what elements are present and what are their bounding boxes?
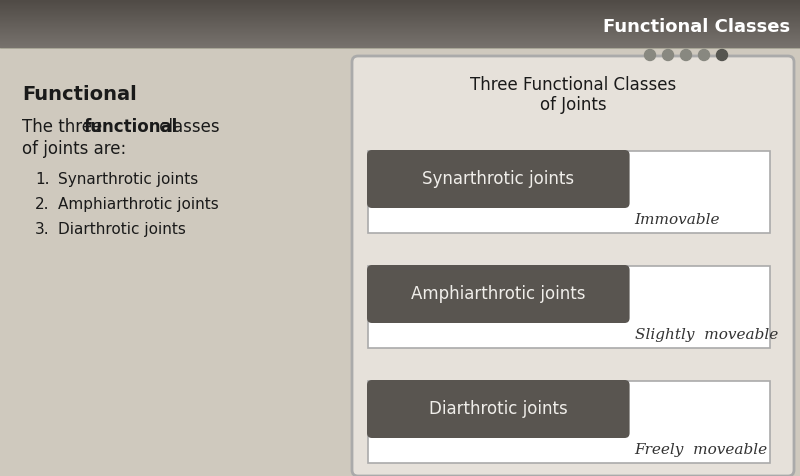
Bar <box>0 20 800 21</box>
Bar <box>0 11 800 12</box>
Circle shape <box>645 50 655 60</box>
Text: 2.: 2. <box>35 197 50 212</box>
Bar <box>0 42 800 43</box>
Text: Slightly  moveable: Slightly moveable <box>634 328 778 342</box>
Text: Three Functional Classes: Three Functional Classes <box>470 76 676 94</box>
Text: The three: The three <box>22 118 107 136</box>
Bar <box>0 46 800 47</box>
Bar <box>0 28 800 29</box>
Bar <box>0 30 800 31</box>
Bar <box>0 0 800 1</box>
Bar <box>0 41 800 42</box>
Bar <box>0 19 800 20</box>
Bar <box>0 35 800 36</box>
Circle shape <box>662 50 674 60</box>
Circle shape <box>717 50 727 60</box>
Bar <box>0 12 800 13</box>
Bar <box>0 17 800 18</box>
Text: Diarthrotic joints: Diarthrotic joints <box>429 400 568 418</box>
Text: Amphiarthrotic joints: Amphiarthrotic joints <box>58 197 218 212</box>
Text: Amphiarthrotic joints: Amphiarthrotic joints <box>411 285 586 303</box>
Bar <box>368 151 770 233</box>
Bar <box>0 33 800 34</box>
Bar <box>0 22 800 23</box>
Bar <box>0 31 800 32</box>
Bar <box>0 2 800 3</box>
Bar <box>0 10 800 11</box>
Bar <box>0 45 800 46</box>
Bar <box>0 36 800 37</box>
Bar <box>0 23 800 24</box>
Text: 3.: 3. <box>35 222 50 237</box>
FancyBboxPatch shape <box>352 56 794 476</box>
Bar <box>0 1 800 2</box>
Text: Synarthrotic joints: Synarthrotic joints <box>422 170 574 188</box>
Text: Functional: Functional <box>22 85 137 104</box>
Bar <box>0 47 800 48</box>
Bar <box>0 7 800 8</box>
Bar <box>0 29 800 30</box>
Text: Freely  moveable: Freely moveable <box>634 443 768 457</box>
Bar <box>0 27 800 28</box>
Bar <box>0 26 800 27</box>
FancyBboxPatch shape <box>367 265 630 323</box>
Text: Diarthrotic joints: Diarthrotic joints <box>58 222 186 237</box>
Bar <box>0 43 800 44</box>
Bar <box>0 9 800 10</box>
Bar <box>0 8 800 9</box>
Text: Immovable: Immovable <box>634 213 720 227</box>
Bar <box>0 44 800 45</box>
Bar <box>0 38 800 39</box>
Bar <box>0 40 800 41</box>
Text: of Joints: of Joints <box>540 96 606 114</box>
Bar <box>0 4 800 5</box>
Bar <box>0 15 800 16</box>
Text: 1.: 1. <box>35 172 50 187</box>
Circle shape <box>698 50 710 60</box>
Bar <box>0 18 800 19</box>
Bar <box>0 34 800 35</box>
Bar <box>0 16 800 17</box>
Text: of joints are:: of joints are: <box>22 140 126 158</box>
Text: functional: functional <box>84 118 178 136</box>
Bar <box>0 21 800 22</box>
Text: classes: classes <box>154 118 220 136</box>
Bar <box>0 14 800 15</box>
Bar <box>368 381 770 463</box>
Bar <box>0 13 800 14</box>
Bar <box>0 6 800 7</box>
Text: Functional Classes: Functional Classes <box>603 18 790 36</box>
Bar <box>0 5 800 6</box>
Bar <box>0 32 800 33</box>
Text: Synarthrotic joints: Synarthrotic joints <box>58 172 198 187</box>
FancyBboxPatch shape <box>367 380 630 438</box>
Bar <box>0 37 800 38</box>
Circle shape <box>681 50 691 60</box>
FancyBboxPatch shape <box>367 150 630 208</box>
Bar <box>0 25 800 26</box>
Bar <box>0 3 800 4</box>
Bar <box>368 266 770 348</box>
Bar <box>0 24 800 25</box>
Bar <box>0 39 800 40</box>
